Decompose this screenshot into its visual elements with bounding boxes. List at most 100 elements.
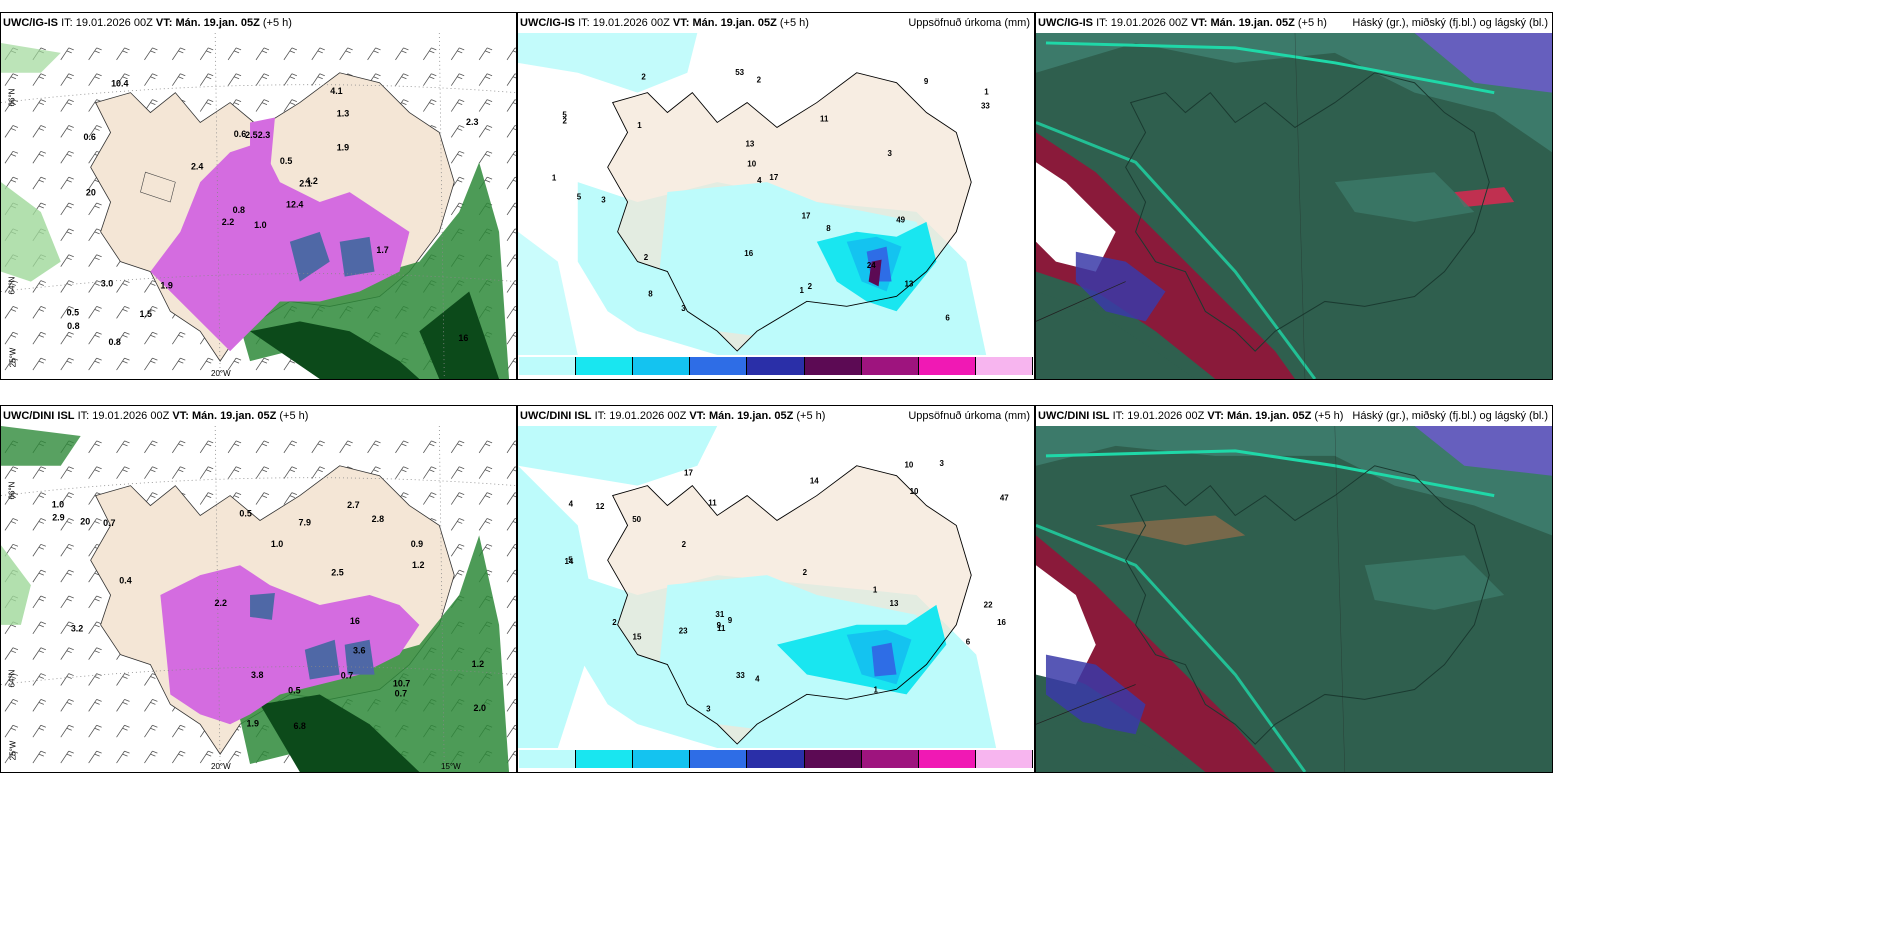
wind-barb	[227, 357, 242, 371]
wind-precip-map: 1.0 0.7 1.0 0.9 1.9 0.5 6.8 2.7 0.4 3.2 10.7 7.9 16 2…	[1, 426, 516, 772]
wind-barb	[478, 73, 493, 86]
wind-barb	[144, 306, 158, 319]
wind-barb	[423, 466, 437, 479]
wind-barb	[60, 254, 74, 267]
map-value-label: 0.6	[83, 132, 95, 142]
colorbar-tick-label: 1	[519, 378, 524, 379]
wind-barb	[283, 466, 297, 479]
wind-barb	[423, 99, 437, 112]
colorbar-segment	[633, 357, 691, 375]
colorbar-segment	[804, 357, 862, 375]
map-value-label: 1	[800, 286, 805, 295]
wind-barb	[395, 440, 409, 454]
map-value-label: 3.6	[353, 645, 365, 655]
map-value-label: 0.5	[67, 308, 79, 318]
wind-barb	[255, 99, 270, 112]
wind-barb	[199, 73, 214, 86]
map-value-label: 0.5	[280, 156, 292, 166]
wind-barb	[172, 357, 186, 371]
wind-barb	[227, 440, 242, 454]
wind-barb	[144, 699, 158, 712]
map-panel-wind-precip-top: UWC/IG-IS IT: 19.01.2026 00Z VT: Mán. 19…	[0, 12, 517, 380]
map-value-label: 5	[568, 556, 573, 565]
wind-barb	[4, 73, 19, 86]
map-value-label: 2	[644, 253, 649, 262]
map-value-label: 17	[684, 468, 693, 477]
map-panel-clouds-top: UWC/IG-IS IT: 19.01.2026 00Z VT: Mán. 19…	[1035, 12, 1553, 380]
map-value-label: 11	[820, 115, 829, 124]
map-panel-precip-top: UWC/IG-IS IT: 19.01.2026 00Z VT: Mán. 19…	[517, 12, 1035, 380]
wind-barb	[32, 176, 46, 190]
precip-colorbar: 1 10 25 50 75 100 150 200 400	[519, 750, 1033, 772]
wind-barb	[172, 466, 186, 479]
wind-barb	[311, 73, 325, 86]
panel-header: UWC/IG-IS IT: 19.01.2026 00Z VT: Mán. 19…	[3, 17, 292, 29]
wind-barb	[116, 306, 130, 319]
wind-barb	[144, 331, 158, 345]
wind-barb	[199, 47, 214, 61]
map-panel-clouds-bottom: UWC/DINI ISL IT: 19.01.2026 00Z VT: Mán.…	[1035, 405, 1553, 773]
wind-barb	[506, 150, 516, 164]
wind-barb	[367, 47, 381, 61]
wind-barb	[4, 673, 19, 686]
map-value-label: 9	[717, 621, 722, 630]
wind-barb	[506, 518, 516, 531]
map-value-label: 2	[612, 618, 617, 627]
colorbar-tick-label: 25	[628, 378, 638, 379]
wind-barb	[283, 73, 297, 86]
wind-barb	[478, 47, 493, 61]
wind-barb	[395, 73, 409, 86]
wind-barb	[478, 440, 493, 454]
wind-barb	[450, 73, 465, 86]
map-value-label: 9	[924, 77, 929, 86]
map-panel-precip-bottom: UWC/DINI ISL IT: 19.01.2026 00Z VT: Mán.…	[517, 405, 1035, 773]
wind-barb	[283, 492, 297, 505]
panel-header: UWC/DINI ISL IT: 19.01.2026 00Z VT: Mán.…	[1038, 410, 1344, 422]
wind-barb	[60, 647, 74, 660]
wind-barb	[116, 673, 130, 686]
map-value-label: 4.1	[330, 86, 342, 96]
wind-barb	[172, 47, 186, 61]
wind-barb	[32, 73, 46, 86]
map-value-label: 1.3	[337, 108, 349, 118]
wind-barb	[478, 492, 493, 505]
wind-barb	[32, 724, 46, 738]
wind-barb	[199, 99, 214, 112]
map-value-label: 49	[896, 216, 905, 225]
wind-barb	[32, 673, 46, 686]
map-value-label: 0.8	[67, 321, 79, 331]
map-value-label: 11	[708, 498, 717, 507]
map-value-label: 6.8	[293, 721, 305, 731]
map-value-label: 15	[633, 633, 642, 642]
colorbar-segment	[576, 750, 634, 768]
wind-barb	[450, 466, 465, 479]
wind-barb	[506, 306, 516, 319]
wind-barb	[172, 440, 186, 454]
wind-barb	[32, 543, 46, 557]
map-area: 1.0 0.6 0.8 0.5 2.1 1.9 4.1 2.3 1.3 12.4 10.4 16 20 2…	[1, 33, 516, 379]
map-value-label: 9	[728, 616, 733, 625]
map-value-label: 53	[735, 68, 744, 77]
wind-barb	[311, 47, 325, 61]
wind-barb	[506, 569, 516, 583]
map-value-label: 11	[717, 624, 726, 633]
map-value-label: 2.0	[474, 703, 486, 713]
wind-barb	[32, 595, 46, 609]
wind-barb	[88, 306, 102, 319]
map-value-label: 4.2	[305, 176, 317, 186]
map-value-label: 0.8	[108, 337, 120, 347]
wind-barb	[60, 466, 74, 479]
wind-barb	[506, 440, 516, 454]
lon-label-20: 20°W	[211, 762, 231, 771]
map-value-label: 0.5	[239, 508, 251, 518]
wind-barb	[60, 518, 74, 531]
wind-barb	[116, 331, 130, 345]
wind-barb	[4, 150, 19, 164]
map-value-label: 2.5	[331, 568, 343, 578]
wind-barb	[4, 125, 19, 138]
map-value-label: 3.2	[71, 624, 83, 634]
colorbar-tick-label: 200	[911, 771, 926, 772]
map-value-label: 3	[888, 149, 893, 158]
wind-barb	[506, 254, 516, 267]
colorbar-segment	[690, 357, 748, 375]
